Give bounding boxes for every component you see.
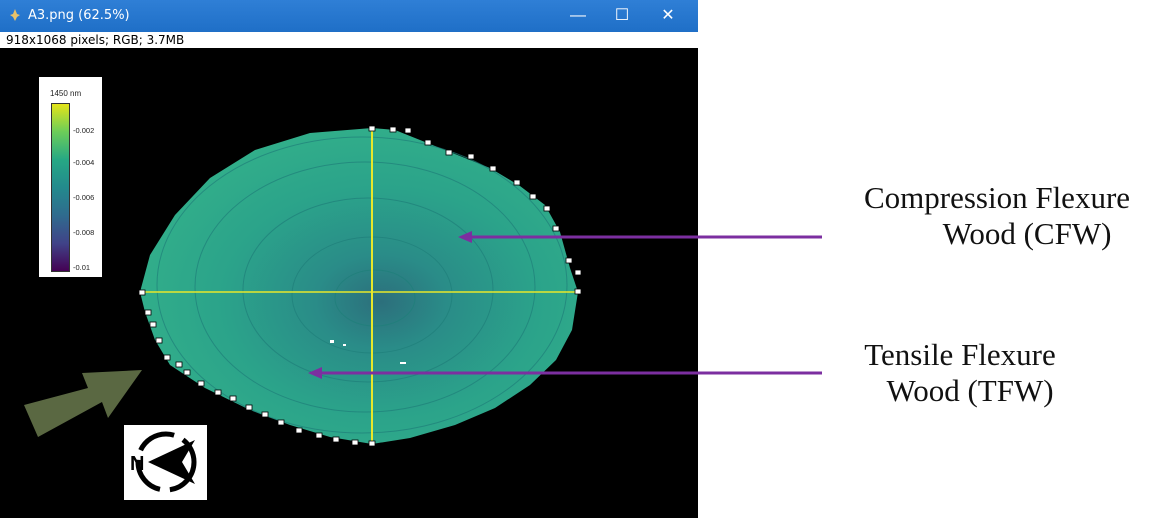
imagej-app-icon [10, 9, 20, 21]
title-bar[interactable]: A3.png (62.5%) — ☐ ✕ [0, 0, 698, 32]
cfw-label: Compression Flexure Wood (CFW) [832, 180, 1162, 252]
compass-north-label: N [130, 453, 144, 475]
pith-specks [330, 340, 406, 364]
colorbar-tick: -0.002 [73, 126, 95, 135]
image-info-bar: 918x1068 pixels; RGB; 3.7MB [0, 32, 698, 48]
tfw-label: Tensile Flexure Wood (TFW) [840, 337, 1080, 409]
direction-arrow-icon [24, 370, 142, 437]
colorbar-tick: -0.01 [73, 263, 91, 272]
colorbar-panel [39, 77, 102, 277]
cfw-label-line2: Wood (CFW) [942, 216, 1112, 251]
image-canvas[interactable]: N [0, 48, 698, 518]
colorbar-tick: -0.006 [73, 193, 95, 202]
cfw-arrowhead-icon [458, 231, 472, 243]
colorbar-unit-label: 1450 nm [50, 89, 82, 98]
tfw-label-line2: Wood (TFW) [886, 373, 1054, 408]
minimize-button[interactable]: — [570, 7, 586, 24]
colorbar-tick: -0.008 [73, 228, 95, 237]
wood-cross-section [140, 128, 578, 444]
colorbar-tick: -0.004 [73, 158, 95, 167]
maximize-button[interactable]: ☐ [614, 7, 630, 24]
tfw-arrowhead-icon [308, 367, 322, 379]
selection-handles[interactable] [138, 125, 582, 447]
window-title: A3.png (62.5%) [28, 8, 130, 23]
close-button[interactable]: ✕ [661, 7, 675, 24]
colorbar-gradient [51, 103, 70, 272]
cfw-label-line1: Compression Flexure [863, 180, 1131, 215]
tfw-label-line1: Tensile Flexure [864, 337, 1056, 372]
compass-icon: N [124, 425, 207, 500]
